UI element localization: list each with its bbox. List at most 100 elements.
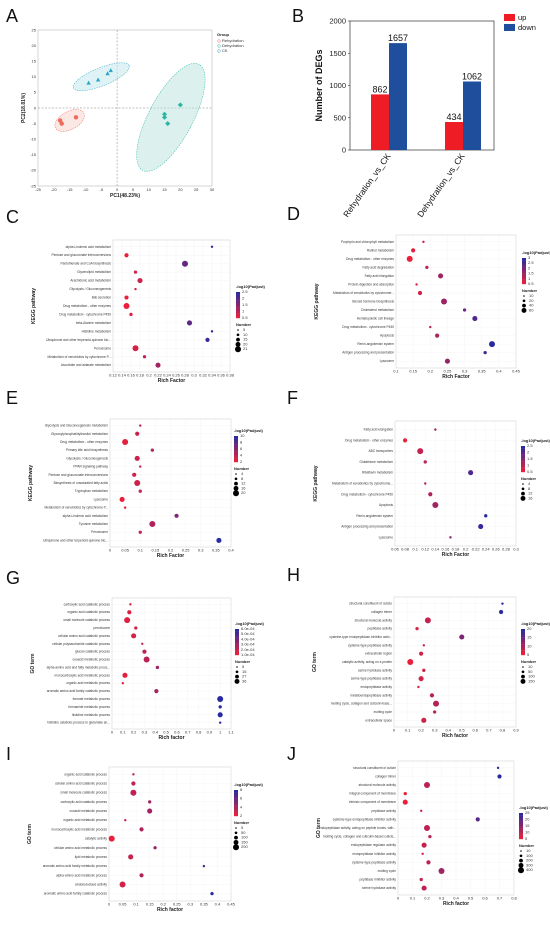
dotplot-f-category: Drug metabolism - cytochrome P450 (341, 492, 393, 496)
dotplot-f-size-swatch (521, 487, 525, 491)
dotplot-c-category: Glycolysis / Gluconeogenesis (69, 287, 111, 291)
dotplot-d-colorbar-tick: 1 (528, 276, 531, 281)
pca-x-tick: 5 (132, 187, 135, 192)
dotplot-j-colorbar-segment (519, 832, 523, 835)
dotplot-j-x-tick: 0 (397, 896, 400, 901)
dotplot-e-point (135, 431, 140, 436)
dotplot-e-category: Metabolism of xenobiotics by cytochrome … (44, 506, 108, 510)
dotplot-c-x-tick: 0.3 (191, 373, 197, 378)
panel-letter-c: C (6, 207, 19, 227)
dotplot-d-size-swatch (522, 299, 526, 303)
dotplot-g-point (217, 712, 223, 718)
dotplot-e-category: alpha-Linolenic acid metabolism (63, 514, 109, 518)
dotplot-h-category: serine hydrolase activity (358, 668, 392, 672)
dotplot-h-size-label: 150 (528, 678, 535, 683)
dotplot-d-colorbar-tick: 2 (528, 265, 531, 270)
dotplot-g-size-label: 5 (242, 664, 245, 669)
dotplot-c-category: Drug metabolism - cytochrome P450 (59, 312, 111, 316)
dotplot-g-colorbar-tick: 2.0e-04 (241, 647, 255, 652)
bar-legend-label: up (518, 13, 526, 22)
pca-x-tick: 15 (162, 187, 167, 192)
dotplot-g-point (217, 696, 224, 703)
dotplot-h-point (433, 710, 437, 714)
dotplot-h-point (418, 676, 424, 682)
dotplot-h-y-label: GO term (312, 651, 318, 672)
bar (463, 81, 481, 150)
pca-point (59, 121, 64, 126)
dotplot-j-size-label: 300 (526, 862, 533, 867)
dotplot-f-size-label: 4 (528, 481, 531, 486)
panel-letter-b: B (292, 6, 305, 26)
pca-x-tick: -20 (51, 187, 58, 192)
dotplot-c-category: Histidine metabolism (82, 329, 112, 333)
dotplot-i-point (153, 846, 157, 850)
dotplot-g-colorbar-segment (235, 635, 239, 638)
pca-y-tick: -25 (30, 183, 37, 188)
dotplot-f-point (428, 492, 433, 497)
dotplot-f-legend-title: -log10(Padjust) (521, 438, 550, 443)
dotplot-f-frame (394, 420, 517, 547)
panel-letter-j: J (287, 744, 296, 764)
dotplot-c-colorbar-segment (236, 313, 240, 317)
dotplot-j-point (497, 774, 502, 779)
pca-y-tick: -10 (30, 137, 37, 142)
dotplot-f-colorbar-segment (521, 452, 525, 455)
dotplot-i-size-label: 150 (241, 839, 248, 844)
dotplot-i-x-tick: 0.4 (215, 902, 221, 907)
dotplot-e-point (139, 424, 142, 427)
dotplot-j-category: endopeptidase regulator activity (351, 843, 396, 847)
dotplot-e-colorbar-segment (234, 438, 238, 441)
dotplot-g-point (122, 672, 128, 678)
dotplot-c-x-tick: 0.36 (217, 373, 226, 378)
dotplot-f-x-tick: 0.1 (412, 547, 418, 552)
dotplot-i-legend-title: -log10(Padjust) (234, 782, 264, 787)
pca-x-tick: 25 (194, 187, 199, 192)
dotplot-c-point (155, 362, 161, 368)
dotplot-j-point (420, 809, 423, 813)
pca-legend-swatch (217, 49, 221, 53)
dotplot-j-category: molting cycle, collagen and cuticulin-ba… (323, 835, 396, 839)
dotplot-d-category: Steroid hormone biosynthesis (352, 300, 394, 304)
dotplot-c-x-tick: 0.22 (154, 373, 163, 378)
dotplot-c-x-tick: 0.38 (226, 373, 235, 378)
dotplot-f-y-label: KEGG pathway (313, 465, 319, 501)
dotplot-g-x-label: Rich factor (158, 735, 184, 741)
dotplot-f-colorbar-tick: 1 (527, 463, 530, 468)
dotplot-c-category: Pantothenate and CoA biosynthesis (60, 262, 111, 266)
dotplot-h-point (433, 700, 440, 707)
dotplot-j-point (403, 791, 407, 796)
dotplot-c-point (123, 303, 130, 309)
dotplot-e-category: Glycolysis / Gluconeogenesis (66, 456, 108, 460)
dotplot-i-point (130, 789, 137, 796)
dotplot-c-x-tick: 0.24 (163, 373, 172, 378)
dotplot-i-point (124, 819, 127, 822)
dotplot-j-colorbar-segment (519, 830, 523, 833)
dotplot-i-category: oxoacid metabolic process (69, 809, 107, 813)
pca-y-tick: 5 (34, 90, 37, 95)
dotplot-c-colorbar-tick: 1.5 (242, 302, 248, 307)
dotplot-i-colorbar-segment (234, 811, 238, 815)
pca-x-label: PC1(48.23%) (110, 193, 140, 199)
dotplot-f-size-swatch (521, 491, 525, 496)
dotplot-e-x-tick: 0 (109, 548, 112, 553)
dotplot-f-colorbar-segment (521, 456, 525, 460)
dotplot-c-size-label: 5 (243, 327, 246, 332)
bar-category-label: Dehydration_vs_CK (415, 151, 467, 219)
dotplot-h-category: catalytic activity, acting on a protein (342, 660, 392, 664)
dotplot-h-x-tick: 0.1 (405, 728, 411, 733)
dotplot-e-x-tick: 0.15 (151, 548, 160, 553)
dotplot-c-point (182, 260, 188, 267)
bar-value-label: 1657 (388, 33, 408, 43)
dotplot-g-x-tick: 1 (219, 730, 222, 735)
dotplot-h-legend-title: -log10(Padjust) (521, 621, 550, 626)
pca-y-tick: 0 (34, 105, 37, 110)
dotplot-c-point (210, 330, 214, 333)
bar-value-label: 434 (446, 112, 461, 122)
dotplot-d-category: Cholesterol metabolism (361, 308, 395, 312)
panel-letter-i: I (6, 744, 12, 764)
pca-point (161, 114, 168, 120)
dotplot-e-point (139, 465, 142, 468)
dotplot-e-frame (109, 418, 232, 548)
dotplot-g-x-tick: 0.1 (120, 730, 126, 735)
dotplot-j-category: molting cycle (378, 869, 397, 873)
